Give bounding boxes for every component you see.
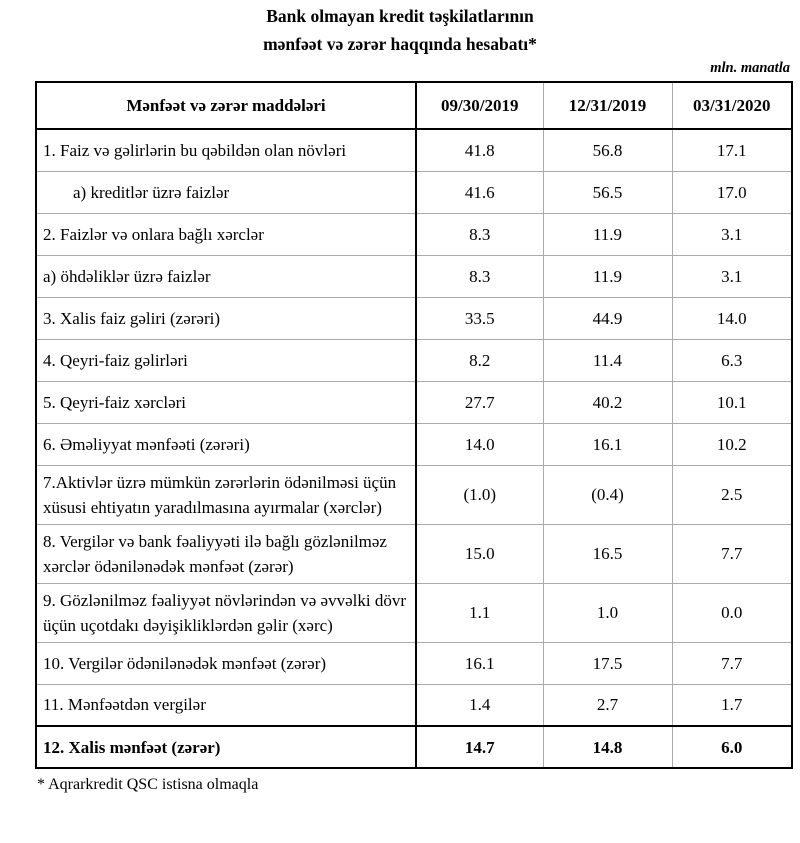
row-value: 11.4 <box>542 338 673 382</box>
row-label: 3. Xalis faiz gəliri (zərəri) <box>35 296 417 340</box>
row-value: 10.1 <box>671 380 793 424</box>
row-label: 11. Mənfəətdən vergilər <box>35 683 417 727</box>
row-value: 3.1 <box>671 212 793 256</box>
row-value: 41.8 <box>415 128 544 172</box>
page-title-line1: Bank olmayan kredit təşkilatlarının <box>266 6 534 26</box>
table-row: a) öhdəliklər üzrə faizlər 8.3 11.9 3.1 <box>35 254 793 298</box>
table-row: 4. Qeyri-faiz gəlirləri 8.2 11.4 6.3 <box>35 338 793 382</box>
row-value: 3.1 <box>671 254 793 298</box>
profit-loss-table: Mənfəət və zərər maddələri 09/30/2019 12… <box>35 81 793 769</box>
table-row: 6. Əməliyyat mənfəəti (zərəri) 14.0 16.1 10… <box>35 422 793 466</box>
row-label: 2. Faizlər və onlara bağlı xərclər <box>35 212 417 256</box>
table-row: 8. Vergilər və bank fəaliyyəti ilə bağlı… <box>35 523 793 584</box>
table-header-row: Mənfəət və zərər maddələri 09/30/2019 12… <box>35 81 793 130</box>
row-value: 14.0 <box>671 296 793 340</box>
row-value: 41.6 <box>415 170 544 214</box>
row-label: 12. Xalis mənfəət (zərər) <box>35 725 417 769</box>
row-label: a) kreditlər üzrə faizlər <box>35 170 417 214</box>
row-value: 27.7 <box>415 380 544 424</box>
row-value: 16.1 <box>542 422 673 466</box>
row-value: 16.1 <box>415 641 544 685</box>
row-value: 33.5 <box>415 296 544 340</box>
row-value: 56.8 <box>542 128 673 172</box>
row-value: 56.5 <box>542 170 673 214</box>
row-value: 14.8 <box>542 725 673 769</box>
row-value: 8.3 <box>415 212 544 256</box>
row-value: 10.2 <box>671 422 793 466</box>
table-header: Mənfəət və zərər maddələri 09/30/2019 12… <box>35 81 793 130</box>
row-value: (0.4) <box>542 464 673 525</box>
footnote: * Aqrarkredit QSC istisna olmaqla <box>37 776 259 793</box>
row-value: 7.7 <box>671 523 793 584</box>
row-value: (1.0) <box>415 464 544 525</box>
row-value: 1.4 <box>415 683 544 727</box>
table-row: a) kreditlər üzrə faizlər 41.6 56.5 17.0 <box>35 170 793 214</box>
header-date-3: 03/31/2020 <box>671 81 793 130</box>
row-value: 1.1 <box>415 582 544 643</box>
row-value: 40.2 <box>542 380 673 424</box>
table-row: 12. Xalis mənfəət (zərər) 14.7 14.8 6.0 <box>35 725 793 769</box>
unit-note: mln. manatla <box>710 60 790 76</box>
row-value: 17.1 <box>671 128 793 172</box>
row-value: 6.0 <box>671 725 793 769</box>
row-value: 1.7 <box>671 683 793 727</box>
row-value: 16.5 <box>542 523 673 584</box>
row-label: 9. Gözlənilməz fəaliyyət növlərindən və … <box>35 582 417 643</box>
table-row: 2. Faizlər və onlara bağlı xərclər 8.3 11.… <box>35 212 793 256</box>
page-title-line2: mənfəət və zərər haqqında hesabatı* <box>263 34 537 54</box>
row-label: 10. Vergilər ödənilənədək mənfəət (zərər… <box>35 641 417 685</box>
row-value: 7.7 <box>671 641 793 685</box>
table-row: 1. Faiz və gəlirlərin bu qəbildən olan n… <box>35 128 793 172</box>
row-label: 6. Əməliyyat mənfəəti (zərəri) <box>35 422 417 466</box>
row-label: 4. Qeyri-faiz gəlirləri <box>35 338 417 382</box>
table-row: 11. Mənfəətdən vergilər 1.4 2.7 1.7 <box>35 683 793 727</box>
row-label: 5. Qeyri-faiz xərcləri <box>35 380 417 424</box>
row-value: 2.7 <box>542 683 673 727</box>
row-label: a) öhdəliklər üzrə faizlər <box>35 254 417 298</box>
header-date-2: 12/31/2019 <box>542 81 673 130</box>
row-value: 11.9 <box>542 254 673 298</box>
row-label: 7.Aktivlər üzrə mümkün zərərlərin ödənil… <box>35 464 417 525</box>
row-value: 15.0 <box>415 523 544 584</box>
header-items-label: Mənfəət və zərər maddələri <box>35 81 417 130</box>
row-value: 44.9 <box>542 296 673 340</box>
row-value: 17.0 <box>671 170 793 214</box>
row-value: 2.5 <box>671 464 793 525</box>
row-value: 1.0 <box>542 582 673 643</box>
row-value: 0.0 <box>671 582 793 643</box>
table-body: 1. Faiz və gəlirlərin bu qəbildən olan n… <box>35 128 793 769</box>
row-value: 8.2 <box>415 338 544 382</box>
row-value: 14.7 <box>415 725 544 769</box>
table-row: 3. Xalis faiz gəliri (zərəri) 33.5 44.9 14.… <box>35 296 793 340</box>
row-value: 11.9 <box>542 212 673 256</box>
table-row: 5. Qeyri-faiz xərcləri 27.7 40.2 10.1 <box>35 380 793 424</box>
row-value: 8.3 <box>415 254 544 298</box>
header-date-1: 09/30/2019 <box>415 81 544 130</box>
row-label: 1. Faiz və gəlirlərin bu qəbildən olan n… <box>35 128 417 172</box>
row-label: 8. Vergilər və bank fəaliyyəti ilə bağlı… <box>35 523 417 584</box>
row-value: 6.3 <box>671 338 793 382</box>
row-value: 17.5 <box>542 641 673 685</box>
page-title: Bank olmayan kredit təşkilatlarının mənf… <box>0 2 800 58</box>
row-value: 14.0 <box>415 422 544 466</box>
table-row: 10. Vergilər ödənilənədək mənfəət (zərər… <box>35 641 793 685</box>
table-row: 9. Gözlənilməz fəaliyyət növlərindən və … <box>35 582 793 643</box>
table-row: 7.Aktivlər üzrə mümkün zərərlərin ödənil… <box>35 464 793 525</box>
